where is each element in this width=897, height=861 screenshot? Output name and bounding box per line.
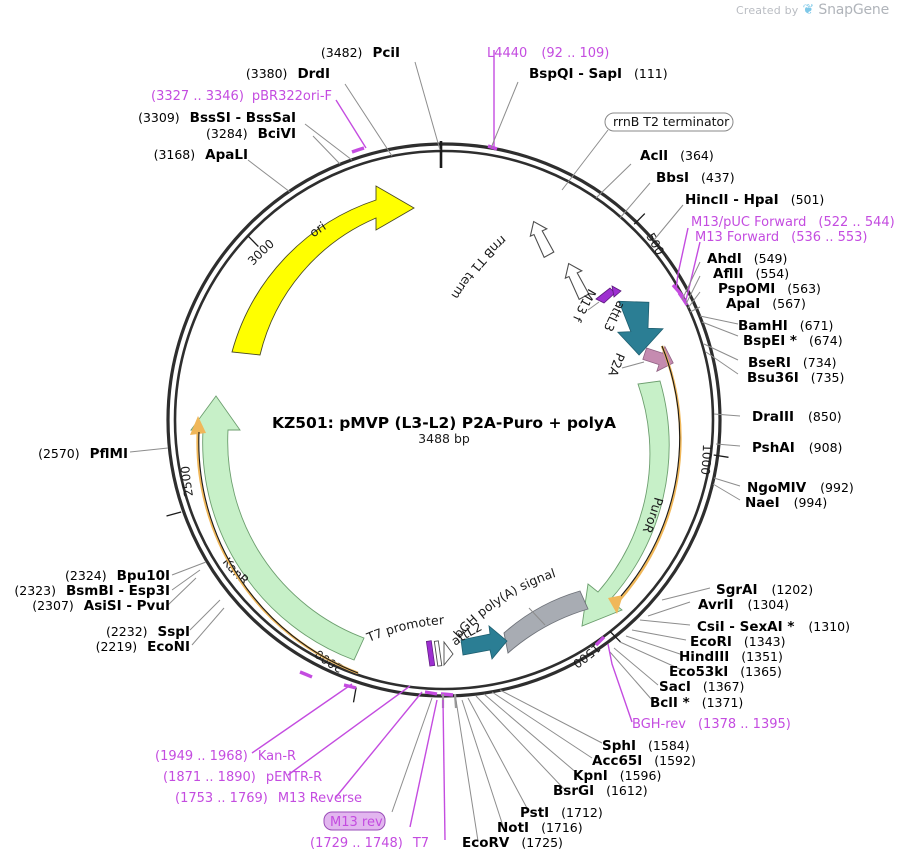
feature-attl3[interactable]: attL3 xyxy=(601,299,664,356)
tick-label-1000: 1000 xyxy=(698,444,714,476)
labels-bottom-left: (1949 .. 1968) Kan-R (1871 .. 1890) pENTR-… xyxy=(155,749,429,851)
primer-tick-pentr-r xyxy=(343,683,357,690)
primer-tick-t7 xyxy=(424,690,438,696)
label-sgr-ai[interactable]: SgrAI (1202) xyxy=(716,582,813,598)
label-pci-i[interactable]: (3482) PciI xyxy=(321,45,400,61)
label-m13-rev-box[interactable]: M13 rev xyxy=(323,811,386,831)
label-pentr-r[interactable]: (1871 .. 1890) pENTR-R xyxy=(163,770,322,785)
plasmid-size: 3488 bp xyxy=(418,431,470,446)
primer-tick-m13-reverse xyxy=(440,692,454,697)
primer-tick-m13-fwd xyxy=(677,292,689,306)
label-apa-i[interactable]: ApaI (567) xyxy=(726,296,806,312)
label-bsu36-i[interactable]: Bsu36I (735) xyxy=(747,370,844,386)
label-rrnb-t2-terminator: rrnB T2 terminator xyxy=(613,114,730,129)
label-csii-sexai[interactable]: CsiI - SexAI * (1310) xyxy=(697,619,850,635)
site-ticks-on-circle xyxy=(299,144,689,709)
label-asisi-pvui[interactable]: (2307) AsiSI - PvuI xyxy=(32,598,170,614)
label-sac-i[interactable]: SacI (1367) xyxy=(659,679,744,695)
label-psh-ai[interactable]: PshAI (908) xyxy=(752,440,842,456)
feature-ori[interactable]: ori xyxy=(231,185,415,356)
labels-top-left: (3482) PciI (3380) DrdI (3327 .. 3346) pBR3… xyxy=(138,45,400,163)
label-bcl-i[interactable]: BclI * (1371) xyxy=(650,695,743,711)
label-ssp-i[interactable]: (2232) SspI xyxy=(106,624,190,640)
label-dra-iii[interactable]: DraIII (850) xyxy=(752,409,842,425)
label-not-i[interactable]: NotI (1716) xyxy=(497,820,583,836)
feature-label-t7-promoter: T7 promoter xyxy=(364,612,446,645)
label-m13-forward[interactable]: M13 Forward (536 .. 553) xyxy=(695,230,867,245)
label-rrnb-t2-terminator-box[interactable]: rrnB T2 terminator xyxy=(604,112,734,132)
orf-outline-left xyxy=(190,416,359,675)
label-eco53k-i[interactable]: Eco53kI (1365) xyxy=(669,664,782,680)
feature-attl2[interactable]: attL2 xyxy=(448,619,508,660)
label-eco-rv[interactable]: EcoRV (1725) xyxy=(462,835,563,851)
primer-tick-bgh-rev xyxy=(594,635,606,647)
label-ngo-miv[interactable]: NgoMIV (992) xyxy=(747,480,854,496)
label-psp-omi[interactable]: PspOMI (563) xyxy=(718,281,821,297)
feature-t7-promoter[interactable]: T7 promoter xyxy=(364,612,454,667)
label-bspqi-sapi[interactable]: BspQI - SapI (111) xyxy=(529,66,668,82)
label-bsp-ei[interactable]: BspEI * (674) xyxy=(743,333,843,349)
label-bpu10-i[interactable]: (2324) Bpu10I xyxy=(65,568,170,584)
tick-label-3000: 3000 xyxy=(245,237,277,268)
label-drd-i[interactable]: (3380) DrdI xyxy=(246,66,330,82)
snapgene-leaf-icon: ❦ xyxy=(802,2,815,18)
label-hincii-hpai[interactable]: HincII - HpaI (501) xyxy=(685,192,824,208)
plasmid-title-group: KZ501: pMVP (L3-L2) P2A-Puro + polyA 348… xyxy=(272,414,616,446)
label-acl-i[interactable]: AclI (364) xyxy=(640,148,714,164)
ruler-ticks xyxy=(166,213,729,703)
label-eco-ni[interactable]: (2219) EcoNI xyxy=(96,639,190,655)
label-pfl-mi[interactable]: (2570) PflMI xyxy=(38,446,128,462)
labels-left: (2570) PflMI (2324) Bpu10I (2323) BsmBI - E… xyxy=(14,446,190,655)
label-pst-i[interactable]: PstI (1712) xyxy=(520,805,603,821)
label-bsr-gi[interactable]: BsrGI (1612) xyxy=(553,783,648,799)
label-sph-i[interactable]: SphI (1584) xyxy=(602,738,690,754)
label-bsssi-bsssai[interactable]: (3309) BssSI - BssSaI xyxy=(138,110,296,126)
primer-tick-l4440 xyxy=(487,144,498,151)
primer-tick-pbr322ori-f xyxy=(351,146,365,154)
label-t7-primer[interactable]: (1729 .. 1748) T7 xyxy=(310,836,429,851)
labels-bottom-right: SgrAI (1202) AvrII (1304) CsiI - SexAI * (1… xyxy=(462,582,850,851)
label-nae-i[interactable]: NaeI (994) xyxy=(745,495,827,511)
feature-label-attl3: attL3 xyxy=(601,299,629,334)
label-kan-r-primer[interactable]: (1949 .. 1968) Kan-R xyxy=(155,749,296,764)
label-avr-ii[interactable]: AvrII (1304) xyxy=(698,597,789,613)
tick-label-2500: 2500 xyxy=(178,465,196,497)
label-bci-vi[interactable]: (3284) BciVI xyxy=(206,126,296,142)
label-bbs-i[interactable]: BbsI (437) xyxy=(656,170,735,186)
label-bse-ri[interactable]: BseRI (734) xyxy=(748,355,837,371)
label-acc65-i[interactable]: Acc65I (1592) xyxy=(592,753,696,769)
label-m13puc-forward[interactable]: M13/pUC Forward (522 .. 544) xyxy=(691,215,895,230)
label-bgh-rev[interactable]: BGH-rev (1378 .. 1395) xyxy=(632,717,791,732)
created-by-label: Created by xyxy=(735,3,799,17)
label-m13-reverse[interactable]: (1753 .. 1769) M13 Reverse xyxy=(175,791,362,806)
label-hind-iii[interactable]: HindIII (1351) xyxy=(679,649,783,665)
snapgene-watermark: Created by ❦ SnapGene xyxy=(736,2,889,18)
feature-m13-fwd[interactable]: M13 fwd xyxy=(0,0,622,325)
label-bsmbi-esp3i[interactable]: (2323) BsmBI - Esp3I xyxy=(14,583,170,599)
plasmid-title: KZ501: pMVP (L3-L2) P2A-Puro + polyA xyxy=(272,414,616,432)
label-afl-ii[interactable]: AflII (554) xyxy=(713,266,789,282)
label-kpn-i[interactable]: KpnI (1596) xyxy=(573,768,661,784)
label-eco-ri[interactable]: EcoRI (1343) xyxy=(690,634,786,650)
label-l4440[interactable]: L4440 (92 .. 109) xyxy=(487,46,609,61)
label-ahd-i[interactable]: AhdI (549) xyxy=(707,251,787,267)
label-pbr322ori-f[interactable]: (3327 .. 3346) pBR322ori-F xyxy=(151,89,332,104)
label-bam-hi[interactable]: BamHI (671) xyxy=(738,318,833,334)
snapgene-brand-name: SnapGene xyxy=(818,2,889,18)
leader-lines xyxy=(129,50,741,842)
labels-top-right: L4440 (92 .. 109) BspQI - SapI (111) rrnB … xyxy=(487,46,895,511)
primer-tick-kan-r xyxy=(299,670,313,679)
feature-label-p2a: P2A xyxy=(605,351,628,379)
label-m13-rev: M13 rev xyxy=(330,815,383,830)
label-apa-li[interactable]: (3168) ApaLI xyxy=(154,147,248,163)
orf-outline-right xyxy=(608,345,682,614)
feature-kanr[interactable]: KanR xyxy=(190,395,365,661)
